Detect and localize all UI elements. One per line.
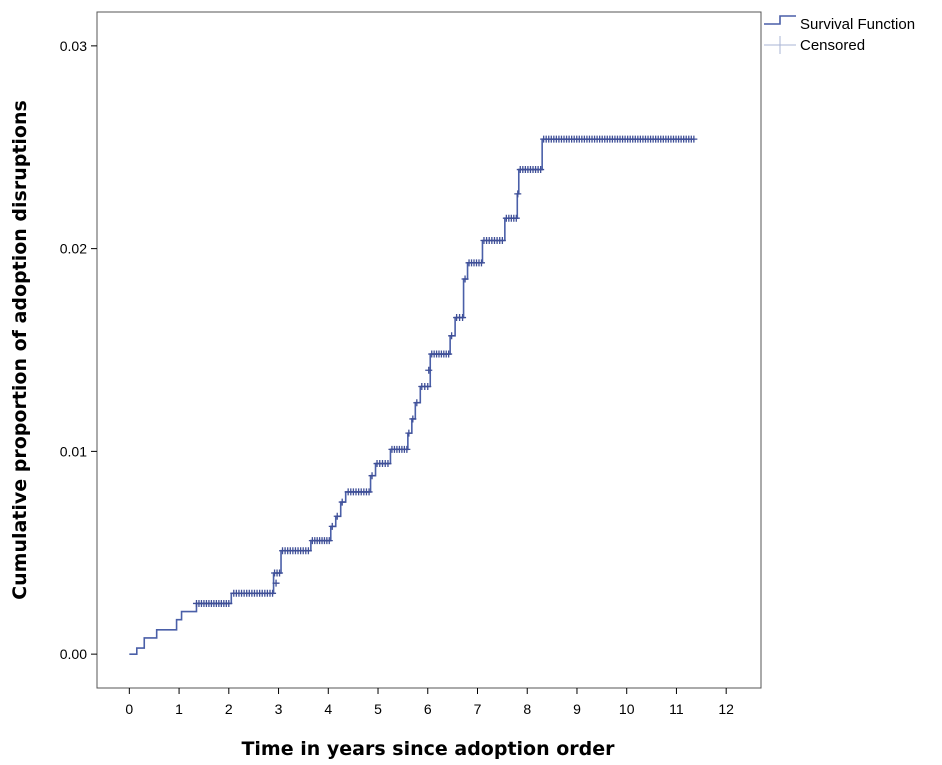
- y-tick-label: 0.00: [60, 646, 87, 662]
- censored-marker: [461, 275, 469, 283]
- y-tick-label: 0.03: [60, 38, 87, 54]
- censored-marker: [512, 214, 520, 222]
- censored-marker: [498, 237, 506, 245]
- censored-marker: [413, 399, 421, 407]
- censored-marker: [368, 472, 376, 480]
- x-axis: 0 1 2 3 4 5 6 7 8 9 10 11 12: [125, 688, 734, 717]
- censored-marker: [459, 314, 467, 322]
- censored-marker: [403, 445, 411, 453]
- censor-marker-layer: [192, 135, 698, 607]
- censored-marker: [328, 522, 336, 530]
- x-tick-label: 2: [225, 701, 233, 717]
- censored-marker: [690, 135, 698, 143]
- x-tick-label: 12: [718, 701, 734, 717]
- x-tick-label: 7: [474, 701, 482, 717]
- x-tick-label: 1: [175, 701, 183, 717]
- censored-marker: [225, 599, 233, 607]
- x-tick-label: 6: [424, 701, 432, 717]
- legend-censored-label: Censored: [800, 37, 865, 54]
- censored-marker: [425, 366, 433, 374]
- censored-marker: [304, 547, 312, 555]
- y-axis: 0.00 0.01 0.02 0.03: [60, 38, 97, 662]
- y-tick-label: 0.02: [60, 241, 87, 257]
- y-axis-title: Cumulative proportion of adoption disrup…: [9, 100, 31, 600]
- censored-marker: [333, 512, 341, 520]
- censored-marker: [325, 537, 333, 545]
- plot-frame: [96, 11, 762, 689]
- legend-censored-swatch: [764, 36, 796, 54]
- censored-marker: [537, 166, 545, 174]
- censored-marker: [384, 460, 392, 468]
- censored-marker: [338, 498, 346, 506]
- x-axis-title: Time in years since adoption order: [241, 738, 615, 760]
- x-tick-label: 8: [523, 701, 531, 717]
- censored-marker: [365, 488, 373, 496]
- censored-marker: [445, 350, 453, 358]
- x-tick-label: 0: [125, 701, 133, 717]
- censored-marker: [448, 332, 456, 340]
- x-tick-label: 5: [374, 701, 382, 717]
- x-tick-label: 9: [573, 701, 581, 717]
- censored-marker: [424, 382, 432, 390]
- censored-marker: [405, 429, 413, 437]
- y-tick-label: 0.01: [60, 443, 87, 459]
- legend: Survival Function Censored: [764, 15, 915, 54]
- x-tick-label: 4: [324, 701, 332, 717]
- legend-survival-label: Survival Function: [800, 16, 915, 33]
- legend-survival-swatch: [764, 15, 796, 25]
- x-tick-label: 10: [619, 701, 635, 717]
- censored-marker: [477, 259, 485, 267]
- censored-marker: [269, 589, 277, 597]
- x-tick-label: 11: [669, 701, 684, 717]
- censored-marker: [272, 579, 280, 587]
- censored-marker: [514, 190, 522, 198]
- x-tick-label: 3: [275, 701, 283, 717]
- censored-marker: [409, 415, 417, 423]
- censored-marker: [276, 569, 284, 577]
